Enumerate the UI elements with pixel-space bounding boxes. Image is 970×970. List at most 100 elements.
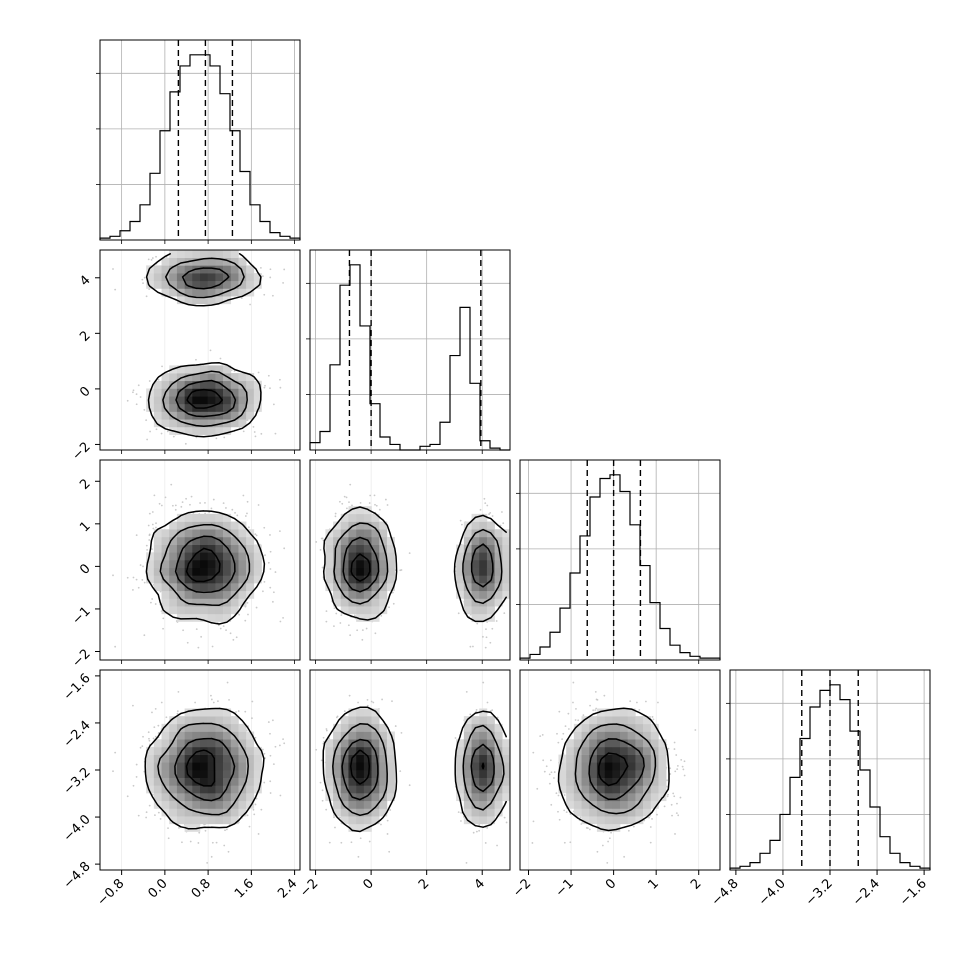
histogram-series-1	[309, 264, 510, 451]
density-cell	[348, 529, 357, 538]
density-cell	[333, 567, 342, 576]
scatter-point	[282, 282, 284, 284]
scatter-point	[488, 513, 490, 515]
density-cell	[253, 544, 262, 553]
scatter-point	[283, 547, 286, 550]
density-cell	[161, 529, 170, 538]
scatter-point	[151, 523, 154, 526]
scatter-point	[359, 501, 362, 504]
density-cell	[176, 575, 185, 584]
contour-level-3	[185, 547, 221, 583]
density-cell	[494, 560, 503, 568]
scatter-point	[171, 504, 174, 507]
density-cell	[200, 257, 208, 266]
scatter-point	[164, 496, 167, 499]
density-cell	[502, 583, 510, 592]
scatter-point	[269, 534, 271, 536]
scatter-point	[321, 537, 324, 540]
density-cell	[379, 583, 388, 592]
density-cell	[230, 380, 239, 389]
density-cell	[169, 575, 178, 584]
density-cell	[340, 590, 349, 599]
scatter-point	[272, 763, 275, 766]
density-cell	[192, 380, 201, 389]
density-cell	[215, 606, 224, 615]
density-cell	[325, 575, 334, 584]
density-cell	[200, 265, 208, 274]
scatter-point	[148, 804, 151, 807]
density-cell	[471, 590, 480, 599]
density-cell	[471, 598, 480, 607]
density-cell	[169, 288, 178, 297]
scatter-point	[249, 303, 252, 306]
density-cell	[363, 583, 372, 592]
scatter-point	[198, 831, 201, 834]
density-cell	[207, 388, 216, 397]
scatter-point	[361, 629, 364, 632]
density-cell	[161, 552, 170, 561]
scatter-point	[263, 386, 266, 389]
density-cell	[184, 280, 193, 289]
scatter-point	[476, 622, 479, 625]
scatter-point	[340, 614, 343, 617]
scatter-point	[240, 297, 243, 299]
density-cell	[200, 606, 208, 615]
density-cell	[463, 606, 472, 615]
density-cell	[456, 544, 465, 553]
density-cell	[200, 273, 208, 282]
scatter-point	[255, 606, 258, 609]
density-cell	[340, 560, 349, 568]
density-cell	[215, 403, 224, 412]
scatter-point	[351, 504, 353, 507]
density-cell	[246, 544, 255, 553]
scatter-point	[135, 403, 138, 406]
density-cell	[207, 606, 216, 615]
density-cell	[363, 544, 372, 553]
density-cell	[169, 606, 178, 615]
density-cell	[238, 388, 247, 397]
scatter-point	[210, 507, 213, 510]
scatter-point	[167, 827, 169, 830]
density-cell	[371, 567, 380, 576]
panel-content	[112, 250, 295, 450]
density-cell	[207, 265, 216, 274]
scatter-point	[247, 526, 250, 529]
density-cell	[494, 536, 503, 545]
scatter-point	[146, 438, 149, 441]
density-cell	[207, 529, 216, 538]
density-cell	[333, 521, 342, 530]
scatter-point	[502, 522, 505, 525]
scatter-point	[141, 579, 144, 581]
scatter-point	[152, 737, 155, 740]
scatter-point	[271, 719, 274, 722]
scatter-point	[222, 625, 225, 627]
scatter-point	[499, 524, 502, 527]
density-cell	[184, 575, 193, 584]
scatter-point	[269, 732, 271, 735]
density-cell	[333, 544, 342, 553]
density-cell	[207, 257, 216, 266]
scatter-point	[132, 576, 135, 579]
density-cell	[348, 590, 357, 599]
density-cell	[371, 529, 380, 538]
scatter-point	[282, 616, 284, 619]
scatter-point	[269, 780, 272, 783]
density-cell	[153, 380, 162, 389]
scatter-point	[253, 431, 256, 433]
density-cell	[169, 396, 178, 405]
scatter-point	[235, 711, 237, 713]
density-cell	[479, 606, 488, 615]
scatter-point	[181, 841, 183, 844]
density-cell	[348, 583, 357, 592]
scatter-point	[137, 586, 140, 589]
density-cell	[153, 583, 162, 592]
density-cell	[215, 513, 224, 522]
density-cell	[379, 590, 388, 599]
scatter-point	[137, 384, 140, 387]
scatter-point	[151, 511, 154, 513]
scatter-point	[232, 638, 235, 641]
scatter-point	[253, 813, 256, 816]
density-cell	[176, 265, 185, 274]
density-cell	[153, 265, 162, 274]
density-cell	[161, 257, 170, 266]
